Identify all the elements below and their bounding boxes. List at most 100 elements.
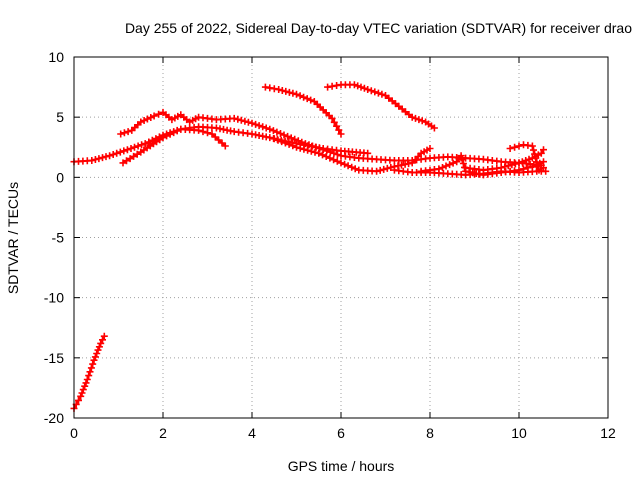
data-point xyxy=(123,157,130,165)
data-point xyxy=(281,139,289,147)
data-point xyxy=(244,118,252,126)
data-point xyxy=(116,148,124,156)
data-point xyxy=(78,389,86,397)
data-point xyxy=(89,360,97,368)
data-point xyxy=(415,116,423,124)
data-point xyxy=(82,379,90,387)
data-point xyxy=(350,81,358,89)
data-point xyxy=(515,159,523,167)
series-arc-a xyxy=(70,332,108,412)
data-point xyxy=(367,87,375,95)
data-point xyxy=(285,88,293,96)
data-point xyxy=(435,165,443,173)
data-point xyxy=(87,364,95,372)
data-point xyxy=(531,150,539,158)
data-point xyxy=(542,167,550,175)
data-point xyxy=(442,162,450,170)
data-point xyxy=(195,126,203,134)
data-point xyxy=(147,114,155,121)
data-point xyxy=(291,135,299,143)
data-point xyxy=(95,155,103,163)
data-point xyxy=(296,92,304,100)
data-point xyxy=(540,164,547,172)
series-arc-g xyxy=(270,135,434,175)
data-point xyxy=(301,140,309,148)
data-point xyxy=(293,90,300,98)
data-point xyxy=(371,88,379,96)
plot-area xyxy=(73,56,609,419)
data-point xyxy=(412,114,419,122)
data-point xyxy=(330,156,338,164)
x-axis-label: GPS time / hours xyxy=(288,458,395,474)
data-point xyxy=(270,135,278,143)
data-point xyxy=(387,164,395,171)
y-tick-label: 5 xyxy=(56,109,64,125)
data-point xyxy=(304,146,312,154)
data-point xyxy=(374,89,382,97)
data-point xyxy=(99,336,106,344)
data-point xyxy=(77,392,85,400)
data-point xyxy=(237,116,245,124)
data-point xyxy=(255,122,263,130)
data-point xyxy=(109,151,117,158)
data-point xyxy=(138,141,146,149)
data-point xyxy=(123,146,131,154)
data-point xyxy=(354,82,362,90)
data-point xyxy=(289,142,297,150)
data-point xyxy=(275,86,283,93)
data-point xyxy=(530,146,537,154)
data-point xyxy=(380,165,388,173)
data-point xyxy=(266,134,274,142)
data-point xyxy=(373,167,381,175)
data-point xyxy=(277,130,284,137)
data-point xyxy=(418,117,426,125)
data-point xyxy=(328,114,336,122)
data-point xyxy=(282,87,290,95)
data-point xyxy=(130,152,138,160)
data-point xyxy=(143,115,151,123)
data-point xyxy=(100,332,108,340)
data-point xyxy=(269,127,277,135)
data-point xyxy=(330,118,338,126)
x-tick-label: 12 xyxy=(600,425,616,441)
data-point xyxy=(426,145,434,152)
data-point xyxy=(364,86,372,93)
data-point xyxy=(446,161,454,169)
data-point xyxy=(522,157,530,164)
data-point xyxy=(333,122,341,130)
data-point xyxy=(439,164,446,171)
data-point xyxy=(309,142,316,150)
series-arc-e xyxy=(261,83,345,138)
data-point xyxy=(383,164,391,172)
data-point xyxy=(204,129,211,137)
data-point xyxy=(230,114,238,122)
y-tick-label: 10 xyxy=(48,49,64,65)
data-point xyxy=(259,123,267,131)
data-point xyxy=(127,145,135,152)
data-point xyxy=(90,356,98,364)
y-tick-label: -15 xyxy=(44,350,64,366)
data-point xyxy=(159,134,167,142)
data-point xyxy=(311,148,319,156)
data-point xyxy=(508,161,516,169)
data-point xyxy=(117,130,125,138)
chart-title: Day 255 of 2022, Sidereal Day-to-day VTE… xyxy=(125,20,632,36)
data-point xyxy=(535,166,543,174)
x-tick-label: 2 xyxy=(159,425,167,441)
data-point xyxy=(285,140,293,148)
data-point xyxy=(504,162,512,170)
data-point xyxy=(528,142,536,150)
data-point xyxy=(515,142,523,150)
data-point xyxy=(430,124,438,132)
y-tick-label: -10 xyxy=(44,290,64,306)
data-point xyxy=(148,136,156,144)
data-point xyxy=(155,110,163,118)
data-point xyxy=(532,154,540,162)
data-point xyxy=(300,145,308,153)
series-arc-i xyxy=(462,146,547,174)
data-point xyxy=(316,145,324,152)
data-point xyxy=(252,120,260,128)
data-point xyxy=(81,382,89,390)
x-tick-label: 4 xyxy=(248,425,256,441)
data-point xyxy=(131,143,138,151)
